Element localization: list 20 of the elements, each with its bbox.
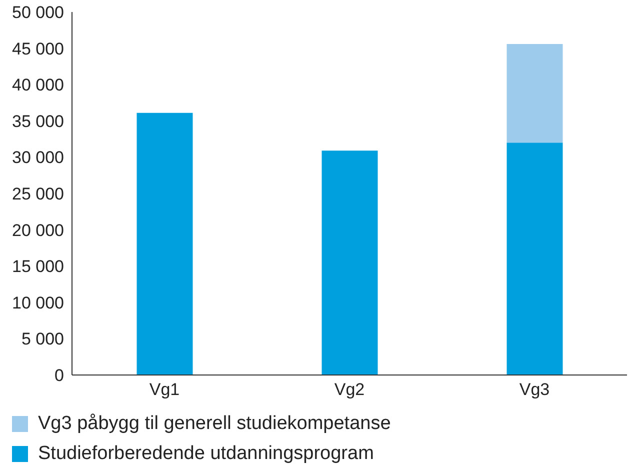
bar bbox=[506, 44, 563, 143]
x-tick-label: Vg2 bbox=[334, 380, 365, 400]
y-tick-label: 10 000 bbox=[12, 293, 64, 312]
y-tick-label: 15 000 bbox=[12, 257, 64, 276]
bar bbox=[136, 112, 193, 375]
legend-label: Vg3 påbygg til generell studiekompetanse bbox=[38, 413, 391, 435]
y-tick-label: 45 000 bbox=[12, 39, 64, 58]
y-tick-label: 30 000 bbox=[12, 148, 64, 168]
bar bbox=[322, 150, 378, 375]
x-tick-label: Vg1 bbox=[149, 380, 180, 400]
y-tick-label: 0 bbox=[54, 366, 64, 386]
y-tick-label: 5 000 bbox=[21, 330, 64, 349]
x-tick-label: Vg3 bbox=[519, 380, 550, 400]
y-tick-label: 20 000 bbox=[12, 220, 64, 240]
y-tick-label: 50 000 bbox=[12, 3, 64, 22]
y-tick-label: 35 000 bbox=[12, 112, 64, 131]
bar bbox=[506, 142, 563, 375]
legend-label: Studieforberedende utdanningsprogram bbox=[38, 443, 374, 465]
y-tick-label: 40 000 bbox=[12, 76, 64, 95]
y-tick-label: 25 000 bbox=[12, 184, 64, 204]
